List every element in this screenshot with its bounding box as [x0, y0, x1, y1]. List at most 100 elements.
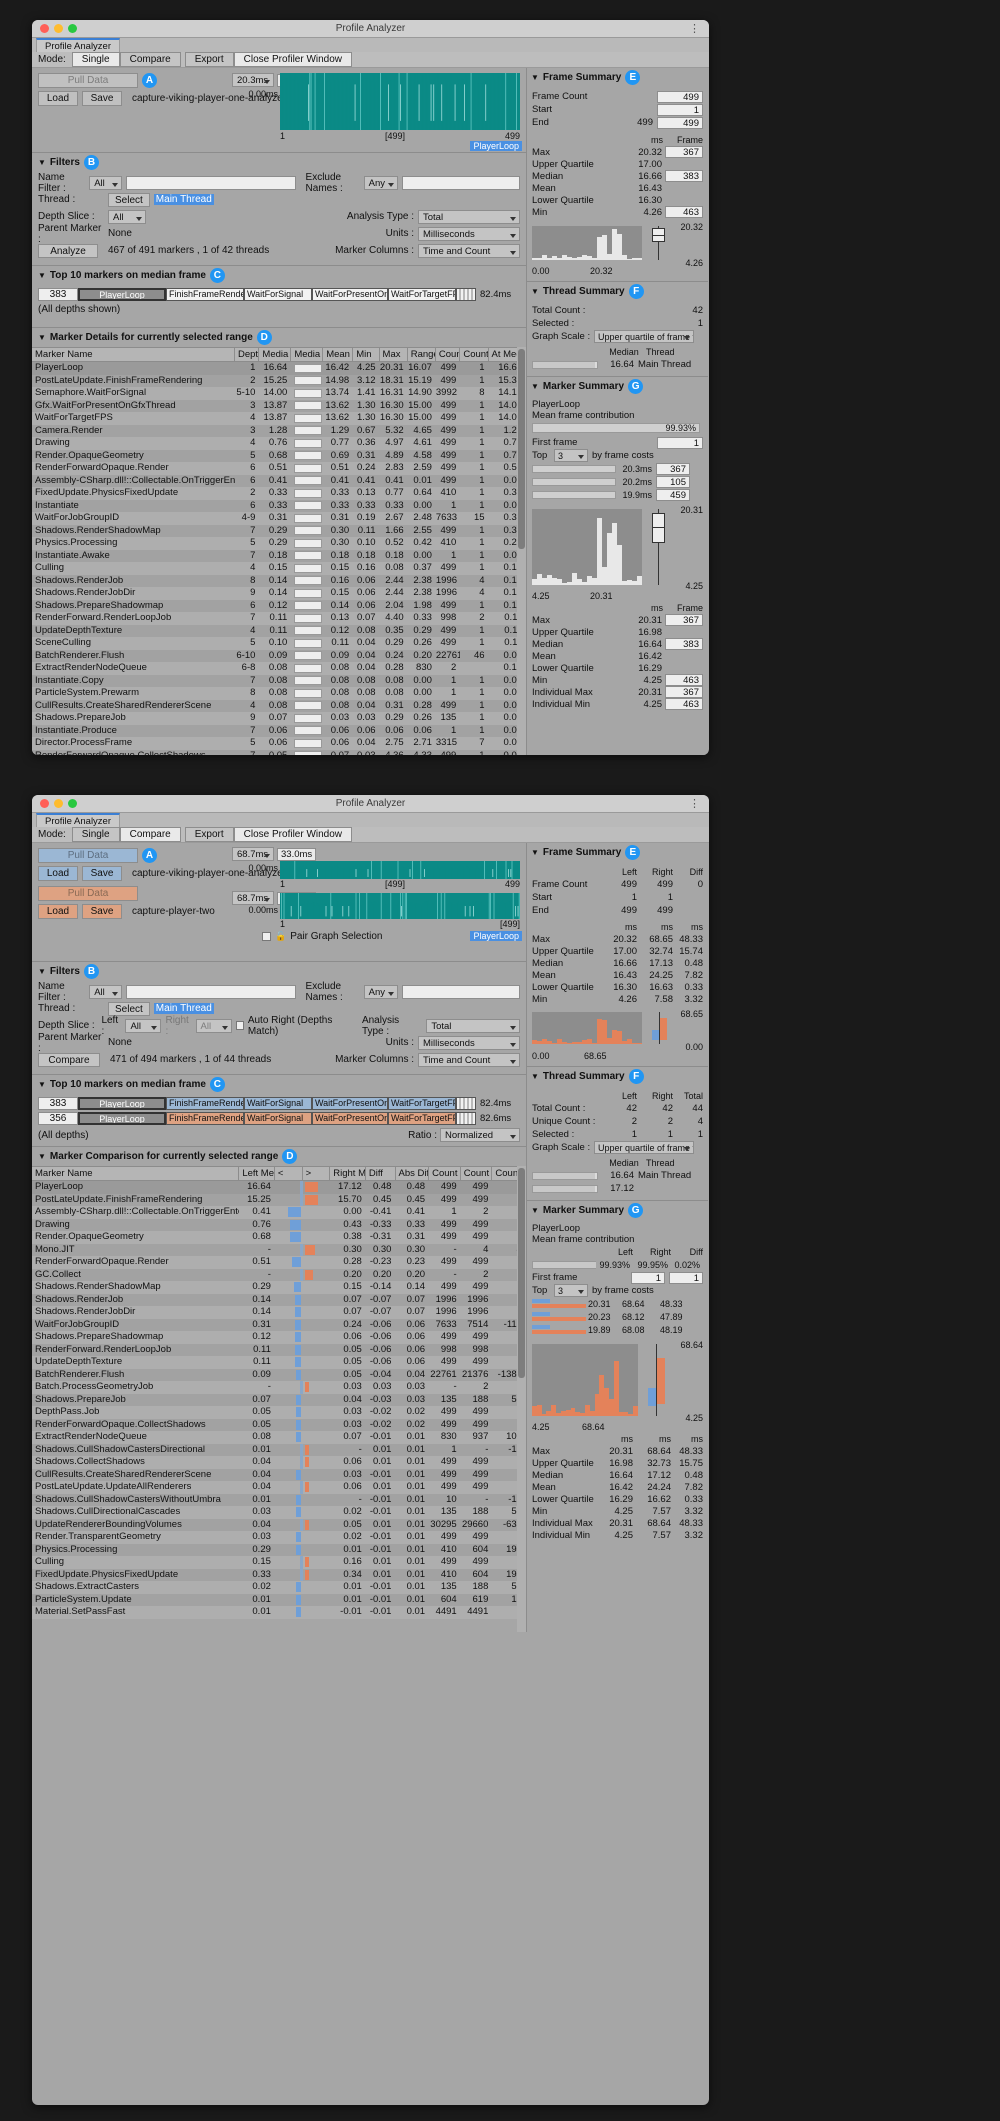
table-row[interactable]: Drawing 4 0.76 0.77 0.36 4.97 4.61 499 1 0.77 [32, 437, 526, 450]
marker-comparison-header[interactable]: ▼ Marker Comparison for currently select… [32, 1146, 526, 1166]
frame-summary-header[interactable]: ▼ Frame Summary E [527, 68, 708, 87]
end-value-b[interactable]: 499 [657, 116, 703, 129]
table-row[interactable]: RenderForwardOpaque.Render 6 0.51 0.51 0.24 2… [32, 462, 526, 475]
column-header[interactable]: Depth [235, 348, 260, 361]
window-controls[interactable] [40, 799, 77, 808]
marker-segment[interactable]: WaitForPresentOn [312, 1112, 388, 1125]
column-header[interactable]: Count L [429, 1167, 461, 1180]
name-filter-mode-dropdown[interactable]: All [89, 175, 122, 190]
column-header[interactable]: Media [291, 348, 324, 361]
table-row[interactable]: Culling 4 0.15 0.15 0.16 0.08 0.37 499 1 0.14 [32, 562, 526, 575]
units-dropdown[interactable]: Milliseconds [418, 226, 520, 241]
marker-segment-waitforsignal[interactable]: WaitForSignal [244, 288, 312, 301]
table-row[interactable]: Instantiate.Copy 7 0.08 0.08 0.08 0.08 0.00 1 1 0… [32, 674, 526, 687]
compare-button[interactable]: Compare [38, 1052, 100, 1067]
window-menu-icon[interactable]: ⋮ [689, 798, 701, 810]
collapse-triangle-icon[interactable]: ▼ [531, 287, 539, 296]
marker-comparison-table[interactable]: Marker Name Left Me < > Right M Diff Abs Diff C… [32, 1166, 526, 1632]
table-scrollbar[interactable] [517, 1166, 526, 1632]
table-row[interactable]: PostLateUpdate.UpdateAllRenderers 0.04 0.0… [32, 1481, 526, 1494]
maximize-icon[interactable] [68, 24, 77, 33]
units-dropdown[interactable]: Milliseconds [418, 1035, 520, 1050]
marker-segment[interactable]: WaitForTargetFPS [388, 1097, 456, 1110]
table-row[interactable]: Mono.JIT-0.300.300.30-44 [32, 1243, 526, 1256]
column-header[interactable]: Mean [323, 348, 354, 361]
collapse-triangle-icon[interactable]: ▼ [531, 73, 539, 82]
pull-data-button[interactable]: Pull Data [38, 73, 138, 88]
marker-segment[interactable]: PlayerLoop [78, 1112, 166, 1125]
filters-header-compare[interactable]: ▼ Filters B [32, 961, 526, 981]
table-row[interactable]: Shadows.CullShadowCastersDirectional 0.01… [32, 1443, 526, 1456]
top-count-dropdown[interactable]: 3 [554, 449, 588, 462]
top-frame-row[interactable]: 20.23 68.12 47.89 [532, 1310, 703, 1323]
left-depth-dropdown[interactable]: All [125, 1018, 162, 1033]
close-profiler-window-button[interactable]: Close Profiler Window [233, 52, 353, 67]
column-header[interactable]: Min [353, 348, 380, 361]
table-row[interactable]: RenderForwardOpaque.CollectShadows 0.05 0.… [32, 1418, 526, 1431]
frame-time-graph-a[interactable] [280, 861, 520, 879]
collapse-triangle-icon[interactable]: ▼ [531, 848, 539, 857]
marker-segment-finishframerendering[interactable]: FinishFrameRendering [166, 288, 244, 301]
table-row[interactable]: Camera.Render 3 1.28 1.29 0.67 5.32 4.65 499 1 1.… [32, 424, 526, 437]
top10-marker-bar[interactable]: 356PlayerLoopFinishFrameRenderingWaitFor… [38, 1112, 520, 1125]
marker-details-table[interactable]: Marker NameDepthMediaMediaMeanMinMaxRang… [32, 347, 526, 755]
top10-header-compare[interactable]: ▼ Top 10 markers on median frame C [32, 1074, 526, 1094]
table-row[interactable]: FixedUpdate.PhysicsFixedUpdate 0.33 0.34 0.… [32, 1568, 526, 1581]
table-row[interactable]: CullResults.CreateSharedRendererScene 0.0… [32, 1468, 526, 1481]
table-row[interactable]: UpdateDepthTexture 0.11 0.05 -0.06 0.06 499 49… [32, 1356, 526, 1369]
table-row[interactable]: WaitForJobGroupID 4-9 0.31 0.31 0.19 2.67 2.48… [32, 512, 526, 525]
table-row[interactable]: RenderForwardOpaque.CollectShadows 7 0.05 0… [32, 749, 526, 755]
top-frames-list[interactable]: 20.3ms 367 20.2ms 105 19.9ms 459 [532, 462, 703, 501]
frame-time-graph[interactable] [280, 73, 520, 130]
auto-right-checkbox[interactable] [235, 1021, 244, 1030]
column-header[interactable]: > [303, 1167, 331, 1180]
table-row[interactable]: Shadows.CullShadowCastersWithoutUmbra 0.0… [32, 1493, 526, 1506]
marker-details-header-single[interactable]: ▼ Marker Details for currently selected … [32, 327, 526, 347]
frame-summary-header[interactable]: ▼ Frame Summary E [527, 843, 708, 862]
name-filter-input[interactable] [125, 984, 296, 999]
marker-segment-rest[interactable] [456, 288, 476, 301]
minimize-icon[interactable] [54, 799, 63, 808]
collapse-triangle-icon[interactable]: ▼ [531, 382, 539, 391]
table-row[interactable]: FixedUpdate.PhysicsFixedUpdate 2 0.33 0.33 0… [32, 487, 526, 500]
table-row[interactable]: Render.TransparentGeometry 0.03 0.02 -0.01 0… [32, 1531, 526, 1544]
load-button[interactable]: Load [38, 91, 78, 106]
table-row[interactable]: Shadows.CollectShadows 0.04 0.06 0.01 0.01 49… [32, 1456, 526, 1469]
mode-single-button[interactable]: Single [71, 52, 120, 67]
export-button[interactable]: Export [184, 827, 234, 842]
table-row[interactable]: Director.ProcessFrame 5 0.06 0.06 0.04 2.75 2.… [32, 737, 526, 750]
scrollbar-thumb[interactable] [518, 349, 525, 549]
column-header[interactable]: Marker Name [32, 348, 235, 361]
save-button[interactable]: Save [82, 91, 122, 106]
table-row[interactable]: Physics.Processing 0.29 0.01 -0.01 0.01 410 60… [32, 1543, 526, 1556]
collapse-triangle-icon[interactable]: ▼ [38, 271, 46, 280]
marker-segment-waitfortargetfps[interactable]: WaitForTargetFPS [388, 288, 456, 301]
top10-marker-bar[interactable]: 383 PlayerLoop FinishFrameRendering Wait… [38, 288, 520, 301]
thread-summary-header[interactable]: ▼ Thread Summary F [527, 1066, 708, 1086]
marker-summary-header[interactable]: ▼ Marker Summary G [527, 376, 708, 396]
table-row[interactable]: Shadows.PrepareJob 9 0.07 0.03 0.03 0.29 0.26 1… [32, 712, 526, 725]
top-frames-list[interactable]: 20.31 68.64 48.33 20.23 68.12 47.89 19.89 68.08… [532, 1297, 703, 1336]
top10-rows[interactable]: 383PlayerLoopFinishFrameRenderinWaitForS… [38, 1097, 520, 1125]
table-row[interactable]: Assembly-CSharp.dll!::Collectable.OnTrig… [32, 1206, 526, 1219]
pair-graph-checkbox[interactable] [262, 932, 271, 941]
column-header[interactable]: < [275, 1167, 303, 1180]
graph-scale-dropdown-a[interactable]: 68.7ms [232, 847, 274, 861]
name-filter-mode-dropdown[interactable]: All [89, 984, 122, 999]
thread-row[interactable]: 16.64 Main Thread [532, 1169, 703, 1182]
table-row[interactable]: Material.SetPassFast 0.01 -0.01 -0.01 0.01 44… [32, 1606, 526, 1619]
graph-scale-dropdown[interactable]: Upper quartile of frame ti [594, 330, 694, 343]
table-row[interactable]: PostLateUpdate.FinishFrameRendering 2 15.2… [32, 374, 526, 387]
mode-compare-button[interactable]: Compare [119, 52, 181, 67]
minimize-icon[interactable] [54, 24, 63, 33]
table-row[interactable]: Shadows.RenderShadowMap 7 0.29 0.30 0.11 1.66… [32, 524, 526, 537]
top-frame-row[interactable]: 20.31 68.64 48.33 [532, 1297, 703, 1310]
collapse-triangle-icon[interactable]: ▼ [531, 1072, 539, 1081]
name-filter-input[interactable] [125, 175, 296, 190]
depth-slice-dropdown[interactable]: All [108, 209, 146, 224]
exclude-mode-dropdown[interactable]: Any [363, 984, 398, 999]
